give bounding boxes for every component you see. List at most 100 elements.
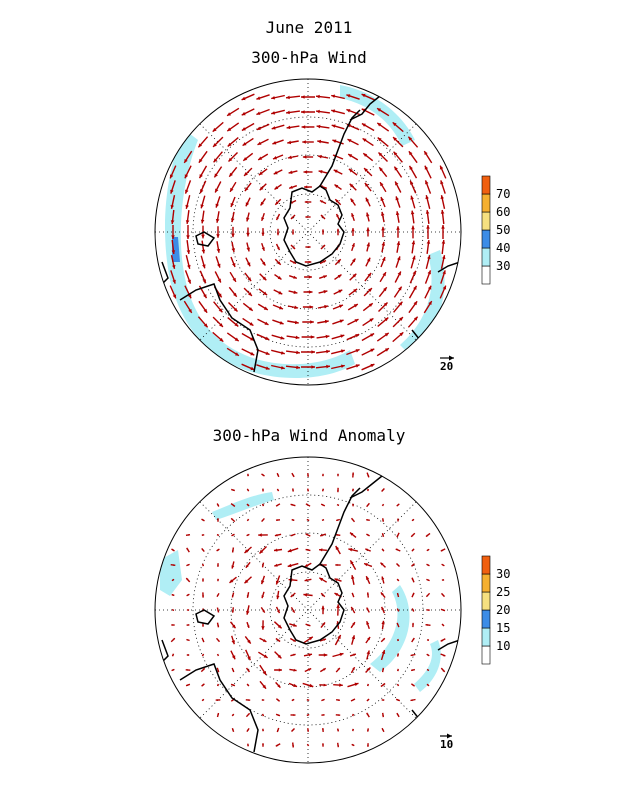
wind-vector-arrowhead xyxy=(350,198,354,203)
wind-vector-arrowhead xyxy=(213,158,218,163)
wind-vector-arrowhead xyxy=(366,212,370,217)
wind-vector-arrowhead xyxy=(396,563,399,566)
wind-vector-arrowhead xyxy=(352,592,354,595)
wind-vector-arrowhead xyxy=(274,548,278,552)
wind-vector-arrowhead xyxy=(287,563,292,568)
wind-vector-arrowhead xyxy=(370,333,375,337)
wind-vector-arrowhead xyxy=(200,189,204,194)
wind-vector-arrowhead xyxy=(186,235,190,239)
wind-vector-arrowhead xyxy=(247,473,249,476)
wind-vector-arrowhead xyxy=(276,595,280,600)
wind-vector-arrowhead xyxy=(361,123,366,127)
wind-vector-arrowhead xyxy=(366,650,370,655)
wind-vector-arrowhead xyxy=(202,579,204,582)
wind-vector-arrowhead xyxy=(425,180,429,185)
wind-vector-arrowhead xyxy=(308,275,312,279)
wind-vector-arrowhead xyxy=(332,139,337,143)
wind-vector-arrowhead xyxy=(186,684,189,686)
wind-vector-arrowhead xyxy=(352,504,354,507)
wind-vector-arrowhead xyxy=(234,337,239,342)
wind-vector-arrowhead xyxy=(324,319,329,324)
wind-vector-arrowhead xyxy=(370,363,375,368)
wind-vector-arrowhead xyxy=(271,111,276,115)
wind-vector-arrowhead xyxy=(323,260,326,263)
wind-vector-arrowhead xyxy=(246,232,250,237)
wind-vector-arrowhead xyxy=(202,595,205,598)
wind-vector-arrowhead xyxy=(286,110,290,115)
wind-vector-arrowhead xyxy=(381,606,384,610)
wind-vector-arrowhead xyxy=(412,622,414,625)
wind-vector-arrowhead xyxy=(338,699,340,701)
wind-vector-arrowhead xyxy=(331,109,336,113)
wind-vector-arrowhead xyxy=(212,127,217,132)
wind-vector-arrowhead xyxy=(187,264,191,269)
wind-vector-arrowhead xyxy=(427,270,431,275)
wind-vector-arrowhead xyxy=(262,474,265,477)
wind-vector-arrowhead xyxy=(290,503,293,506)
wind-vector-arrowhead xyxy=(186,639,189,641)
wind-vector-arrowhead xyxy=(256,96,261,100)
wind-vector-arrowhead xyxy=(382,728,384,731)
wind-vector-arrowhead xyxy=(201,654,204,656)
wind-vector-arrowhead xyxy=(293,275,297,279)
wind-vector-arrowhead xyxy=(351,213,355,217)
wind-vector-arrowhead xyxy=(408,136,413,141)
wind-vector-arrowhead xyxy=(322,518,324,521)
wind-vector-arrowhead xyxy=(426,240,431,244)
colorbar-swatch xyxy=(481,591,491,611)
wind-vector-arrowhead xyxy=(425,623,428,626)
wind-vector-arrowhead xyxy=(294,305,299,310)
wind-vector-arrowhead xyxy=(262,639,267,642)
wind-vector-arrowhead xyxy=(410,210,415,215)
wind-vector-arrowhead xyxy=(427,609,430,611)
wind-vector-arrowhead xyxy=(215,203,219,208)
wind-vector-arrowhead xyxy=(261,595,265,599)
wind-vector-arrowhead xyxy=(380,211,385,216)
wind-vector-arrowhead xyxy=(398,301,403,306)
wind-vector-arrowhead xyxy=(274,186,279,190)
wind-vector-arrowhead xyxy=(295,335,300,340)
wind-vector-arrowhead xyxy=(308,260,312,264)
wind-vector-arrowhead xyxy=(331,124,336,128)
wind-vector-arrowhead xyxy=(382,715,384,718)
wind-vector-arrowhead xyxy=(245,202,250,207)
wind-vector-arrowhead xyxy=(367,745,369,747)
wind-vector-arrowhead xyxy=(265,351,270,355)
wind-vector-arrowhead xyxy=(289,185,293,189)
wind-vector-arrowhead xyxy=(397,639,399,641)
wind-vector-arrowhead xyxy=(217,579,219,582)
wind-vector-arrowhead xyxy=(393,151,398,156)
wind-vector-arrowhead xyxy=(411,225,415,230)
wind-vector-arrowhead xyxy=(410,180,414,185)
wind-vector-arrowhead xyxy=(202,279,206,284)
wind-vector-arrowhead xyxy=(339,319,344,323)
wind-vector-arrowhead xyxy=(442,255,446,259)
wind-vector-arrowhead xyxy=(395,196,399,201)
wind-vector-arrowhead xyxy=(336,228,340,232)
wind-vector-arrowhead xyxy=(308,290,313,294)
wind-vector-arrowhead xyxy=(230,218,235,223)
wind-vector-arrowhead xyxy=(396,535,399,538)
wind-vector-arrowhead xyxy=(339,304,343,308)
wind-vector-arrowhead xyxy=(301,95,305,99)
wind-vector-arrowhead xyxy=(217,504,219,507)
wind-vector-arrowhead xyxy=(397,579,399,581)
wind-vector-arrowhead xyxy=(363,153,368,157)
wind-vector-arrowhead xyxy=(186,250,191,254)
wind-vector-arrowhead xyxy=(247,277,252,282)
wind-vector-arrowhead xyxy=(215,218,220,223)
wind-vector-arrowhead xyxy=(408,151,413,156)
wind-vector-arrowhead xyxy=(428,301,432,305)
wind-vector-arrowhead xyxy=(377,108,381,112)
wind-vector-arrowhead xyxy=(316,124,321,129)
wind-vector-arrowhead xyxy=(244,549,249,553)
wind-vector-arrowhead xyxy=(231,248,236,253)
wind-vector-arrowhead xyxy=(262,713,265,716)
wind-vector-arrowhead xyxy=(335,546,340,550)
wind-vector-arrowhead xyxy=(241,111,246,116)
wind-vector-arrowhead xyxy=(413,316,418,321)
wind-vector-arrowhead xyxy=(276,217,279,220)
wind-vector-arrowhead xyxy=(232,728,234,731)
colorbar-swatch xyxy=(481,247,491,267)
wind-vector-arrowhead xyxy=(227,142,232,147)
